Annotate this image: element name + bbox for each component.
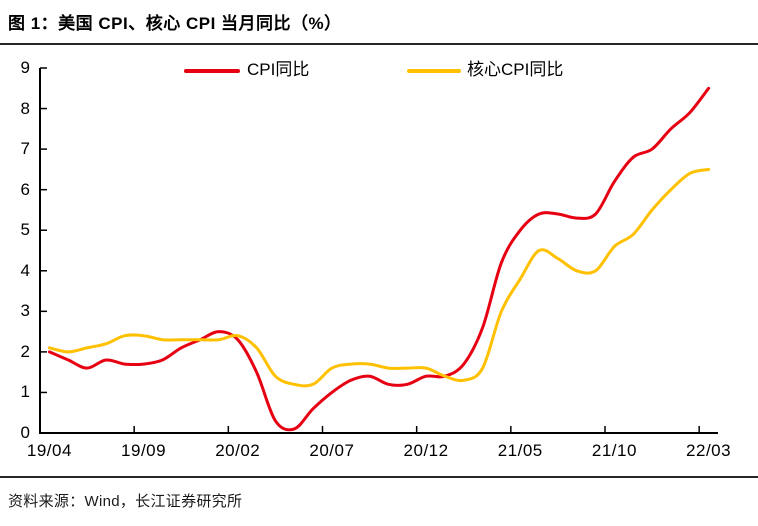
legend-swatch-core-cpi <box>407 69 461 73</box>
x-tick-label: 22/03 <box>686 441 732 460</box>
y-tick-label: 5 <box>20 220 30 240</box>
legend-label-core-cpi: 核心CPI同比 <box>467 60 564 79</box>
y-tick-label: 0 <box>20 423 30 442</box>
title-separator-line <box>0 43 758 45</box>
source-note: 资料来源：Wind，长江证券研究所 <box>8 493 243 510</box>
x-tick-label: 19/04 <box>26 441 72 460</box>
source-separator-line <box>0 476 758 478</box>
x-tick-label: 21/05 <box>497 441 543 460</box>
x-tick-label: 21/10 <box>591 441 637 460</box>
legend-label-cpi: CPI同比 <box>247 60 310 79</box>
x-tick-label: 20/12 <box>403 441 449 460</box>
x-tick-label: 20/02 <box>215 441 261 460</box>
figure-title: 图 1：美国 CPI、核心 CPI 当月同比（%） <box>8 14 342 33</box>
y-tick-label: 3 <box>20 301 30 321</box>
core-cpi-line <box>47 167 711 388</box>
x-tick-label: 19/09 <box>121 441 167 460</box>
x-tick-label: 20/07 <box>309 441 355 460</box>
y-tick-label: 8 <box>20 98 30 118</box>
axes <box>39 68 718 434</box>
y-tick-label: 1 <box>20 382 30 402</box>
y-tick-label: 4 <box>20 260 30 280</box>
y-tick-label: 6 <box>20 179 30 199</box>
y-tick-label: 2 <box>20 341 30 361</box>
y-tick-label: 7 <box>20 139 30 159</box>
legend-swatch-cpi <box>184 69 240 73</box>
cpi-line <box>47 86 711 432</box>
y-tick-label: 9 <box>20 58 30 77</box>
